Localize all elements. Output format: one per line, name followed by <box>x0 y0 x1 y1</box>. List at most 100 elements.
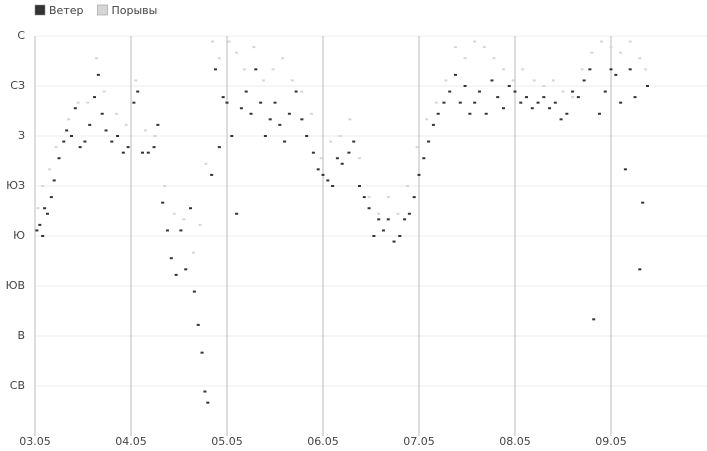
point <box>126 146 130 149</box>
point <box>174 273 178 276</box>
point <box>49 196 53 199</box>
x-tick-label: 07.05 <box>403 435 435 448</box>
point <box>367 207 371 210</box>
point <box>477 90 481 93</box>
point <box>381 229 385 232</box>
point <box>152 146 156 149</box>
point <box>565 112 569 115</box>
legend-swatch[interactable] <box>34 4 46 16</box>
point <box>599 40 603 43</box>
point <box>377 212 381 215</box>
point <box>357 157 361 160</box>
point <box>448 90 452 93</box>
point <box>41 235 45 237</box>
point <box>268 118 272 121</box>
point <box>492 57 496 60</box>
point <box>305 135 309 137</box>
y-tick-label: З <box>18 129 25 142</box>
point <box>204 162 208 165</box>
point <box>316 168 320 171</box>
point <box>638 57 642 60</box>
point <box>412 196 416 199</box>
point <box>536 101 540 104</box>
point <box>102 90 106 93</box>
point <box>146 151 150 154</box>
x-tick-label: 03.05 <box>19 435 51 448</box>
point <box>331 185 335 187</box>
point <box>463 85 467 87</box>
point <box>153 135 157 137</box>
point <box>377 218 381 221</box>
point <box>623 168 627 171</box>
point <box>644 68 648 71</box>
point <box>93 96 97 99</box>
legend-swatch[interactable] <box>97 4 108 16</box>
point <box>463 57 467 60</box>
x-tick-label: 09.05 <box>595 435 627 448</box>
point <box>88 123 92 126</box>
point <box>417 173 421 176</box>
point <box>519 101 523 104</box>
point <box>392 240 396 243</box>
point <box>43 207 47 210</box>
point <box>511 79 515 82</box>
point <box>235 212 239 215</box>
point <box>576 96 580 99</box>
point <box>254 68 258 71</box>
y-tick-label: СВ <box>10 379 25 392</box>
point <box>217 146 221 149</box>
point <box>501 107 505 110</box>
point <box>340 162 344 165</box>
point <box>259 101 263 104</box>
point <box>352 140 356 143</box>
point <box>163 185 167 187</box>
point <box>230 135 234 137</box>
point <box>300 118 304 121</box>
point <box>427 140 431 143</box>
x-tick-label: 04.05 <box>115 435 147 448</box>
point <box>619 101 623 104</box>
point <box>52 179 56 182</box>
point <box>86 101 90 104</box>
point <box>136 90 140 93</box>
point <box>290 79 294 82</box>
point <box>484 112 488 115</box>
point <box>165 229 169 232</box>
point <box>473 101 477 104</box>
point <box>116 135 120 137</box>
point <box>614 73 618 76</box>
point <box>521 68 525 71</box>
legend-label[interactable]: Ветер <box>49 4 83 17</box>
legend-label[interactable]: Порывы <box>111 4 157 17</box>
point <box>172 212 176 215</box>
point <box>67 118 71 121</box>
point <box>542 85 546 87</box>
point <box>347 151 351 154</box>
point <box>54 146 58 149</box>
y-tick-label: СЗ <box>10 79 25 92</box>
point <box>271 68 275 71</box>
point <box>633 96 637 99</box>
point <box>239 107 243 110</box>
point <box>192 290 196 293</box>
point <box>203 390 207 393</box>
point <box>436 112 440 115</box>
point <box>94 57 98 60</box>
point <box>273 101 277 104</box>
point <box>242 68 246 71</box>
point <box>628 40 632 43</box>
point <box>110 140 114 143</box>
point <box>221 96 225 99</box>
point <box>597 112 601 115</box>
point <box>582 79 586 82</box>
point <box>619 51 623 54</box>
point <box>62 140 66 143</box>
point <box>294 90 298 93</box>
point <box>249 112 253 115</box>
y-tick-label: ЮВ <box>6 279 25 292</box>
point <box>442 101 446 104</box>
point <box>252 46 256 49</box>
point <box>45 212 49 215</box>
point <box>482 46 486 49</box>
point <box>184 268 188 271</box>
